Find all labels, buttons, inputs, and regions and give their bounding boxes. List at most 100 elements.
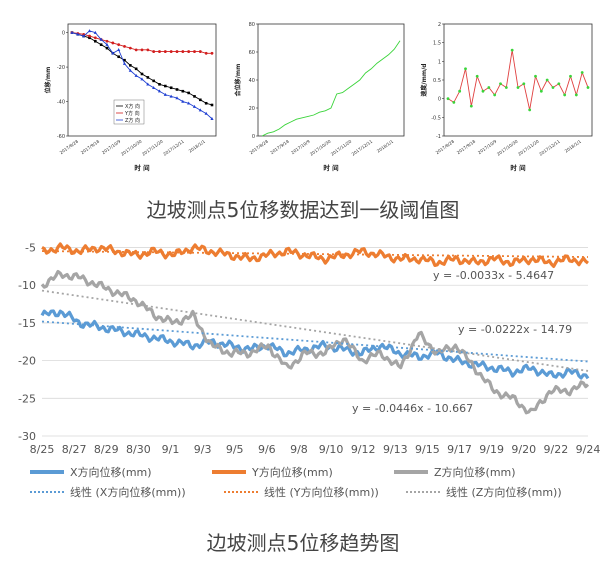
x-tick-label: 9/19 xyxy=(479,443,504,456)
data-point xyxy=(158,50,161,53)
legend-label: Y方向位移(mm) xyxy=(252,466,333,479)
data-point xyxy=(163,92,167,96)
trendline xyxy=(41,320,589,363)
legend-swatch xyxy=(406,491,440,493)
legend-item-trendline: 线性 (X方向位移(mm)) xyxy=(30,484,186,500)
data-point xyxy=(140,77,144,81)
x-tick-label: 2017/10/30 xyxy=(309,139,332,157)
data-point xyxy=(117,43,121,47)
data-point xyxy=(169,50,173,53)
data-point xyxy=(146,76,150,79)
data-point xyxy=(481,89,485,93)
y-tick-label: -30 xyxy=(18,430,36,443)
data-point xyxy=(516,86,520,89)
y-tick-label: 2 xyxy=(438,22,441,28)
series-line xyxy=(41,242,589,268)
x-tick-label: 8/27 xyxy=(62,443,87,456)
data-point xyxy=(94,39,97,43)
y-axis-label: 合位移/mm xyxy=(234,64,242,97)
x-tick-label: 8/25 xyxy=(30,443,55,456)
data-point xyxy=(88,36,91,40)
trendline-equation: y = -0.0222x - 14.79 xyxy=(458,323,572,336)
y-tick-label: 20 xyxy=(249,106,255,112)
x-axis-label: 时 间 xyxy=(323,163,339,172)
data-point xyxy=(111,51,115,55)
data-point xyxy=(128,46,132,50)
x-tick-label: 2017/12/11 xyxy=(538,139,561,157)
x-tick-label: 8/30 xyxy=(126,443,151,456)
y-tick-label: 0 xyxy=(438,97,441,103)
y-tick-label: 80 xyxy=(249,22,255,28)
legend-item-series: Y方向位移(mm) xyxy=(212,464,333,480)
x-tick-label: 9/1 xyxy=(162,443,180,456)
trend-chart: -5 -10 -15 -20 -25 -30 8/25 8/27 8/29 8/30 9/1 9/3 9… xyxy=(8,236,600,458)
y-axis-label: 速度/mm/d xyxy=(420,63,428,96)
y-tick-label: 1.5 xyxy=(433,41,441,47)
data-point xyxy=(163,50,167,53)
data-point xyxy=(539,89,543,93)
data-point xyxy=(487,86,491,89)
legend-swatch xyxy=(30,491,64,493)
data-point xyxy=(169,94,173,98)
y-tick-label: -20 xyxy=(18,355,36,368)
data-point xyxy=(175,88,179,91)
data-point xyxy=(198,50,202,53)
x-tick-label: 9/6 xyxy=(258,443,276,456)
legend-swatch xyxy=(224,491,258,493)
data-point xyxy=(117,55,120,59)
series-line xyxy=(447,50,589,110)
data-point xyxy=(187,50,191,53)
x-tick-label: 9/15 xyxy=(415,443,440,456)
x-tick-label: 8/29 xyxy=(94,443,119,456)
x-tick-label: 2017/8/28 xyxy=(249,139,270,156)
legend-label: Y方 向 xyxy=(124,110,140,117)
data-point xyxy=(123,45,126,48)
data-point xyxy=(204,111,208,115)
small-chart-total: 0 20 40 60 80 2017/8/28 2017/9/18 2017/10/9 2017… xyxy=(232,18,410,178)
data-point xyxy=(111,41,115,45)
data-point xyxy=(534,74,537,78)
data-point xyxy=(99,43,103,46)
legend-item-trendline: 线性 (Z方向位移(mm)) xyxy=(406,484,562,500)
y-tick-label: -60 xyxy=(57,134,65,140)
data-point xyxy=(87,29,92,33)
caption-top: 边坡测点5位移数据达到一级阈值图 xyxy=(146,198,460,222)
legend-label: 线性 (Y方向位移(mm)) xyxy=(264,486,379,499)
x-tick-label: 2017/10/30 xyxy=(120,139,143,157)
data-point xyxy=(105,42,109,46)
data-point xyxy=(140,72,144,76)
data-point xyxy=(187,91,190,95)
data-point xyxy=(157,89,162,93)
legend-label: 线性 (X方向位移(mm)) xyxy=(70,486,186,499)
data-point xyxy=(192,104,197,108)
trendline xyxy=(41,289,589,372)
data-point xyxy=(193,50,196,53)
data-point xyxy=(128,68,132,72)
data-point xyxy=(146,82,150,86)
x-tick-label: 2017/8/28 xyxy=(59,139,80,156)
y-tick-label: 0.5 xyxy=(433,78,441,84)
x-tick-label: 9/20 xyxy=(511,443,536,456)
data-point xyxy=(557,82,561,86)
caption-bottom: 边坡测点5位移趋势图 xyxy=(206,531,400,555)
x-tick-label: 2017/9/18 xyxy=(269,139,290,156)
y-tick-label: 0 xyxy=(252,134,255,140)
trend-chart-svg: -5 -10 -15 -20 -25 -308/25 8/27 8/29 8/30 9/1 9/3 9… xyxy=(18,242,600,456)
x-tick-label: 2018/1/1 xyxy=(564,139,583,154)
data-point xyxy=(117,48,121,52)
data-point xyxy=(204,51,208,55)
data-point xyxy=(464,67,467,71)
data-point xyxy=(140,48,144,52)
y-tick-label: -10 xyxy=(18,279,36,292)
trend-legend: X方向位移(mm) Y方向位移(mm) Z方向位移(mm) 线性 (X方向位移(mm)… xyxy=(30,462,590,506)
y-tick-label: 60 xyxy=(249,50,255,56)
y-tick-label: -25 xyxy=(18,392,36,405)
y-tick-label: -5 xyxy=(25,242,36,255)
x-tick-label: 2017/11/20 xyxy=(330,139,353,157)
data-point xyxy=(105,39,109,43)
x-axis-label: 时 间 xyxy=(510,163,526,172)
trendline xyxy=(41,250,589,258)
plot-frame xyxy=(257,23,405,137)
data-point xyxy=(475,74,479,78)
data-point xyxy=(82,34,86,38)
